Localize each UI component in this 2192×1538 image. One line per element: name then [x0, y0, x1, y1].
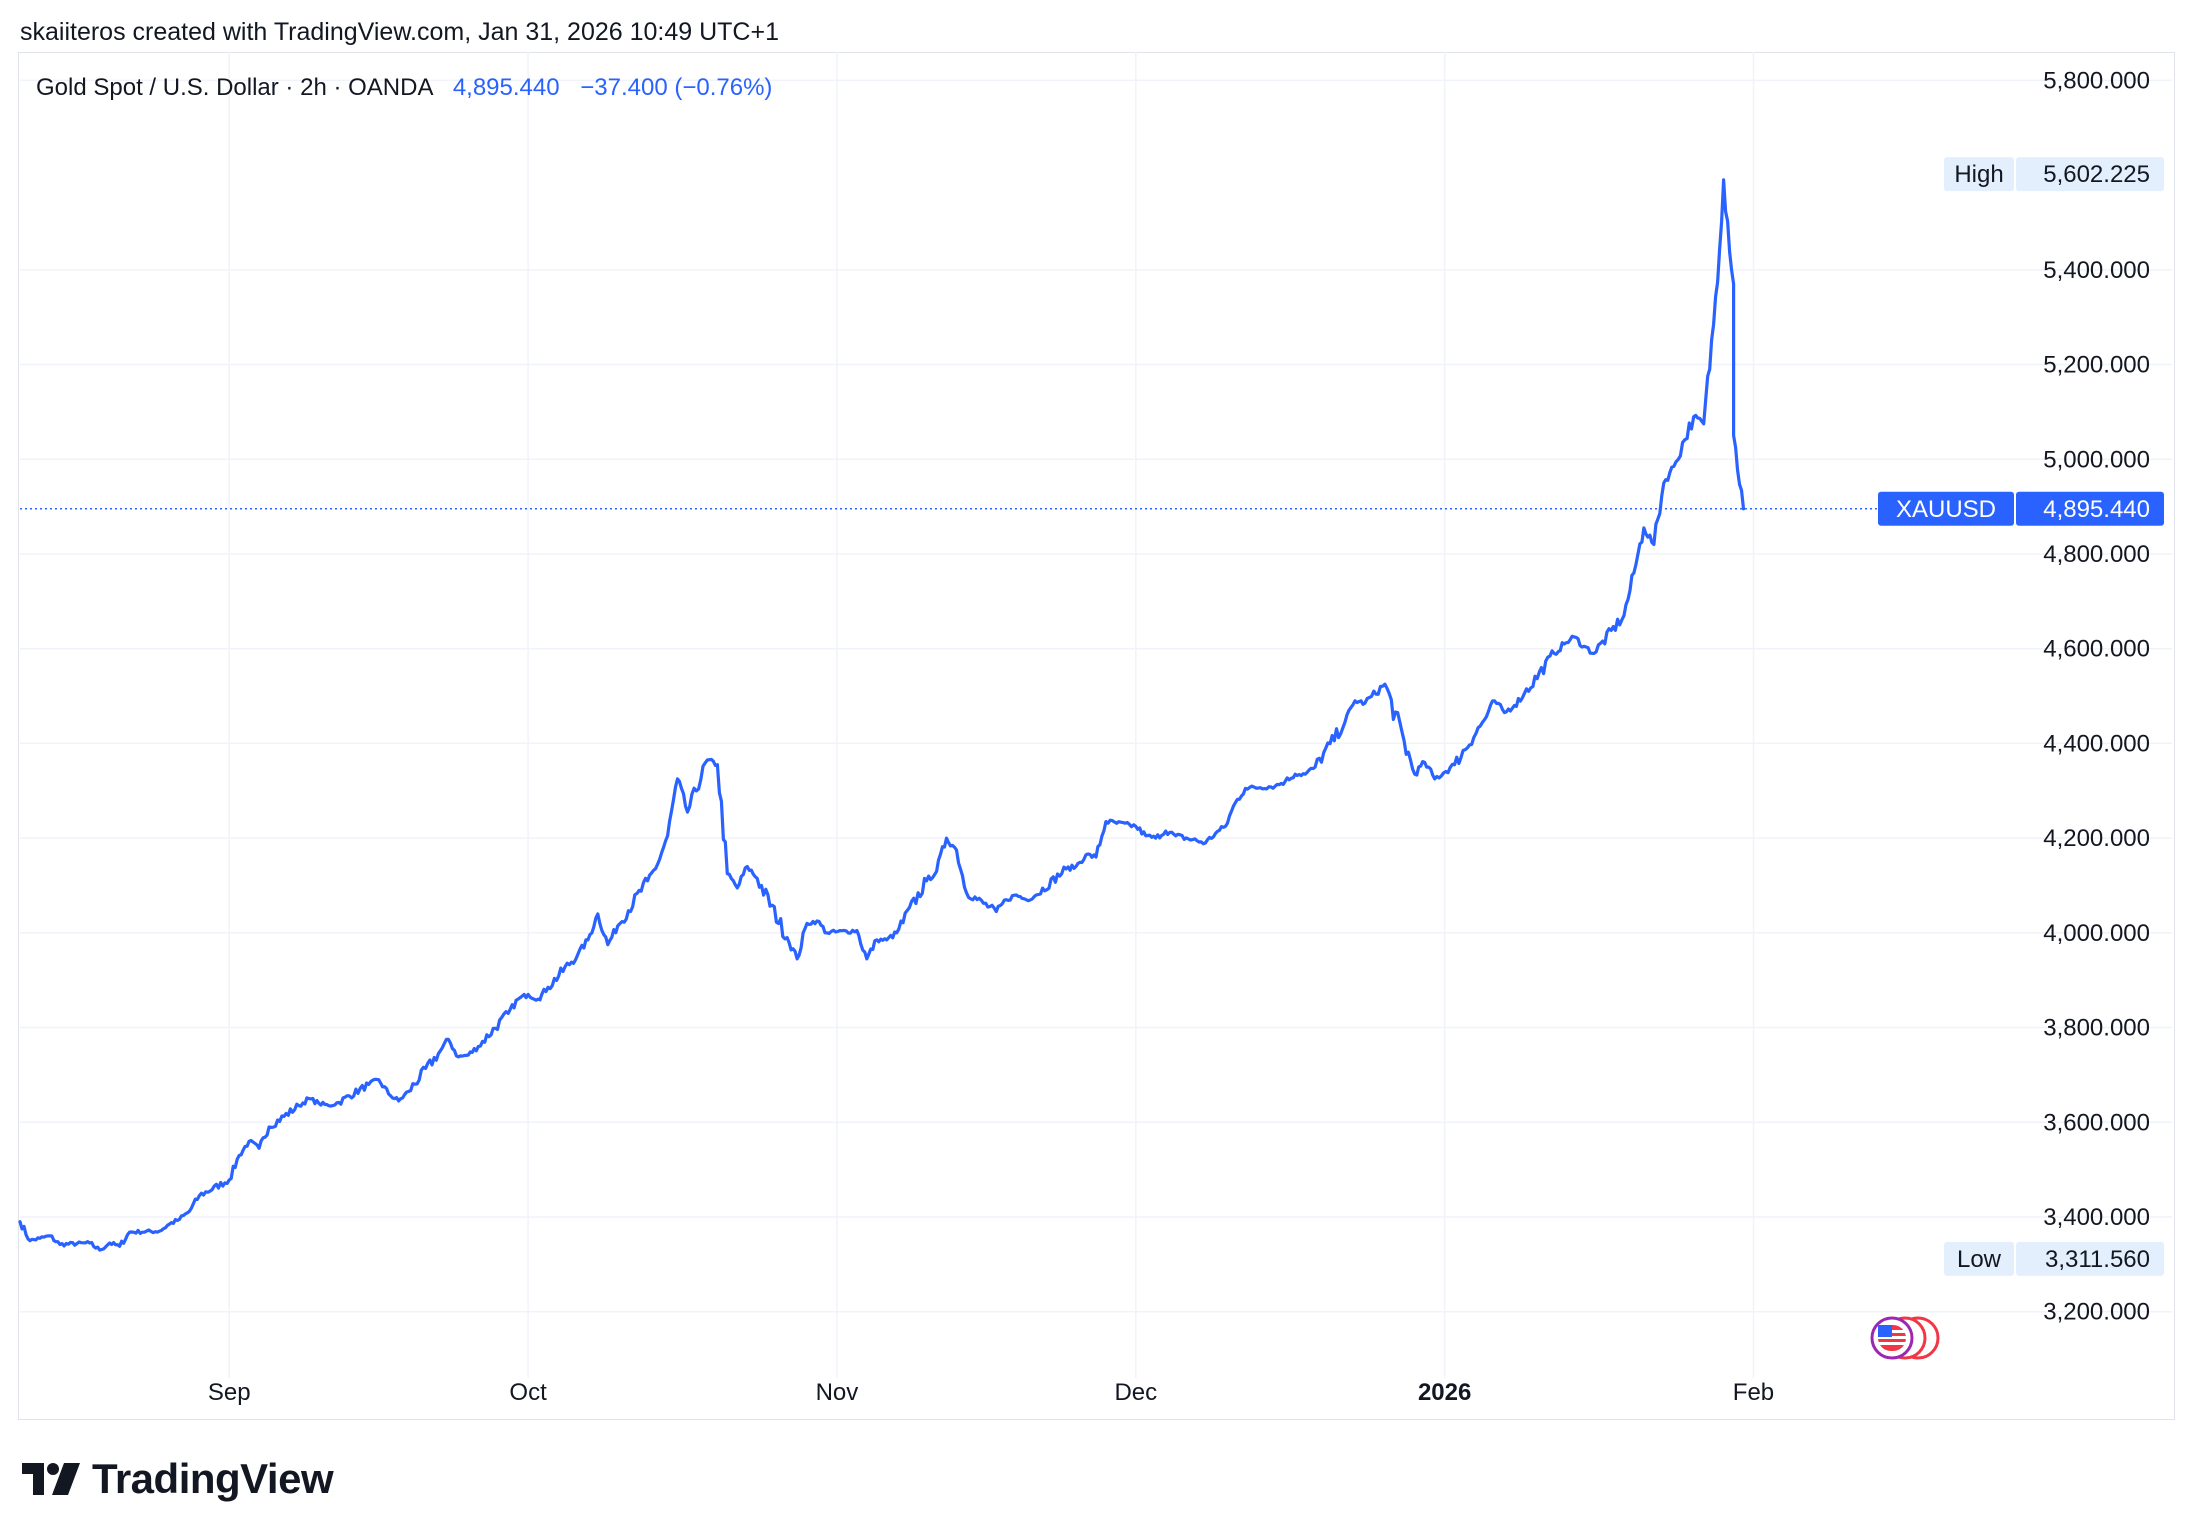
- tradingview-brand-text: TradingView: [92, 1455, 334, 1502]
- y-tick-label: 5,800.000: [2043, 67, 2150, 94]
- price-series-line: [18, 178, 1746, 1252]
- price-chart-svg[interactable]: 5,800.000 5,400.000 5,200.000 5,000.000 4,80…: [0, 0, 2192, 1430]
- price-label-value-bg: [2016, 1241, 2164, 1276]
- chart-legend: Gold Spot / U.S. Dollar · 2h · OANDA 4,8…: [36, 74, 772, 102]
- price-axis-labels: High 5,602.225 XAUUSD 4,895.440 Low 3,311.560: [1878, 157, 2164, 1276]
- x-tick-label: Nov: [816, 1379, 859, 1406]
- price-label-high: High 5,602.225: [1944, 157, 2164, 192]
- chart-pane[interactable]: [18, 52, 2175, 1420]
- price-label-name-bg: [1944, 1241, 2014, 1276]
- time-axis: Sep Oct Nov Dec 2026 Feb: [208, 1379, 1774, 1406]
- x-tick-label: 2026: [1418, 1379, 1471, 1406]
- y-tick-label: 4,400.000: [2043, 730, 2150, 757]
- x-tick-label: Feb: [1733, 1379, 1774, 1406]
- price-label-name-bg: [1944, 157, 2014, 192]
- economic-events-markers: [1870, 1316, 1940, 1360]
- price-label-value-bg: [2016, 157, 2164, 192]
- price-label-value: 3,311.560: [2045, 1246, 2150, 1273]
- x-tick-label: Oct: [509, 1379, 547, 1406]
- legend-symbol: Gold Spot / U.S. Dollar · 2h · OANDA: [36, 74, 433, 101]
- y-tick-label: 3,400.000: [2043, 1204, 2150, 1231]
- legend-last-price: 4,895.440: [452, 74, 560, 101]
- y-tick-label: 3,200.000: [2043, 1299, 2150, 1326]
- price-label-name: High: [1954, 161, 2003, 188]
- price-label-low: Low 3,311.560: [1944, 1241, 2164, 1276]
- price-label-name-bg: [1878, 491, 2014, 526]
- y-tick-label: 4,200.000: [2043, 825, 2150, 852]
- tradingview-logo-icon: [22, 1463, 80, 1495]
- y-tick-label: 5,400.000: [2043, 257, 2150, 284]
- y-tick-label: 3,800.000: [2043, 1015, 2150, 1042]
- x-tick-label: Sep: [208, 1379, 251, 1406]
- y-tick-label: 4,800.000: [2043, 541, 2150, 568]
- y-tick-label: 4,600.000: [2043, 636, 2150, 663]
- price-label-xauusd: XAUUSD 4,895.440: [1878, 491, 2164, 526]
- tradingview-logo[interactable]: TradingView: [22, 1455, 334, 1503]
- price-label-value-bg: [2016, 491, 2164, 526]
- y-tick-label: 5,200.000: [2043, 352, 2150, 379]
- chart-created-caption: skaiiteros created with TradingView.com,…: [20, 18, 779, 46]
- y-tick-label: 4,000.000: [2043, 920, 2150, 947]
- price-label-name: XAUUSD: [1896, 496, 1996, 523]
- price-label-value: 4,895.440: [2043, 496, 2150, 523]
- price-label-value: 5,602.225: [2043, 161, 2150, 188]
- us-flag-icon: [1878, 1325, 1906, 1351]
- chart-canvas[interactable]: 5,800.000 5,400.000 5,200.000 5,000.000 4,80…: [0, 0, 2192, 1435]
- legend-price-change: −37.400 (−0.76%): [580, 74, 773, 101]
- horizontal-gridlines: [20, 79, 2172, 1313]
- price-axis: 5,800.000 5,400.000 5,200.000 5,000.000 4,80…: [2043, 67, 2150, 1325]
- y-tick-label: 3,600.000: [2043, 1109, 2150, 1136]
- y-tick-label: 5,000.000: [2043, 446, 2150, 473]
- price-label-name: Low: [1957, 1246, 2002, 1273]
- x-tick-label: Dec: [1114, 1379, 1157, 1406]
- vertical-gridlines: [228, 52, 1755, 1378]
